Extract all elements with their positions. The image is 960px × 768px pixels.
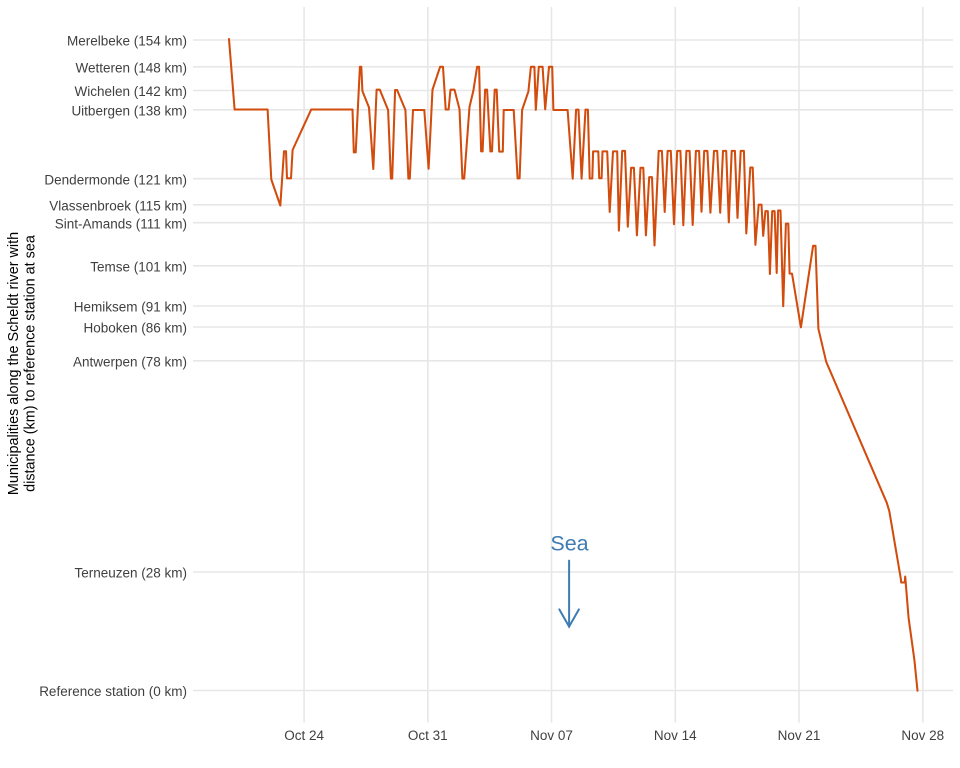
svg-text:Uitbergen (138 km): Uitbergen (138 km) (71, 104, 187, 119)
svg-text:Wichelen (142 km): Wichelen (142 km) (74, 84, 187, 99)
svg-text:Nov 28: Nov 28 (901, 728, 944, 743)
svg-text:Municipalities along the Schel: Municipalities along the Scheldt river w… (6, 232, 22, 495)
svg-text:Vlassenbroek (115 km): Vlassenbroek (115 km) (49, 199, 187, 214)
svg-text:Antwerpen (78 km): Antwerpen (78 km) (73, 355, 187, 370)
svg-text:Oct 24: Oct 24 (284, 728, 324, 743)
svg-text:Reference station (0 km): Reference station (0 km) (39, 684, 187, 699)
svg-text:Merelbeke (154 km): Merelbeke (154 km) (67, 34, 187, 49)
svg-text:Dendermonde (121 km): Dendermonde (121 km) (44, 172, 187, 187)
svg-text:Sint-Amands (111 km): Sint-Amands (111 km) (55, 216, 187, 231)
svg-text:Nov 14: Nov 14 (654, 728, 697, 743)
svg-text:Oct 31: Oct 31 (408, 728, 448, 743)
svg-text:Nov 07: Nov 07 (530, 728, 573, 743)
svg-text:Hemiksem (91 km): Hemiksem (91 km) (74, 300, 187, 315)
svg-text:Terneuzen (28 km): Terneuzen (28 km) (74, 566, 187, 581)
svg-text:Sea: Sea (550, 531, 588, 555)
svg-text:Hoboken (86 km): Hoboken (86 km) (83, 321, 187, 336)
svg-text:Temse (101 km): Temse (101 km) (90, 260, 187, 275)
svg-text:distance (km) to reference sta: distance (km) to reference station at se… (23, 235, 39, 492)
svg-text:Nov 21: Nov 21 (778, 728, 821, 743)
svg-text:Wetteren (148 km): Wetteren (148 km) (75, 61, 187, 76)
